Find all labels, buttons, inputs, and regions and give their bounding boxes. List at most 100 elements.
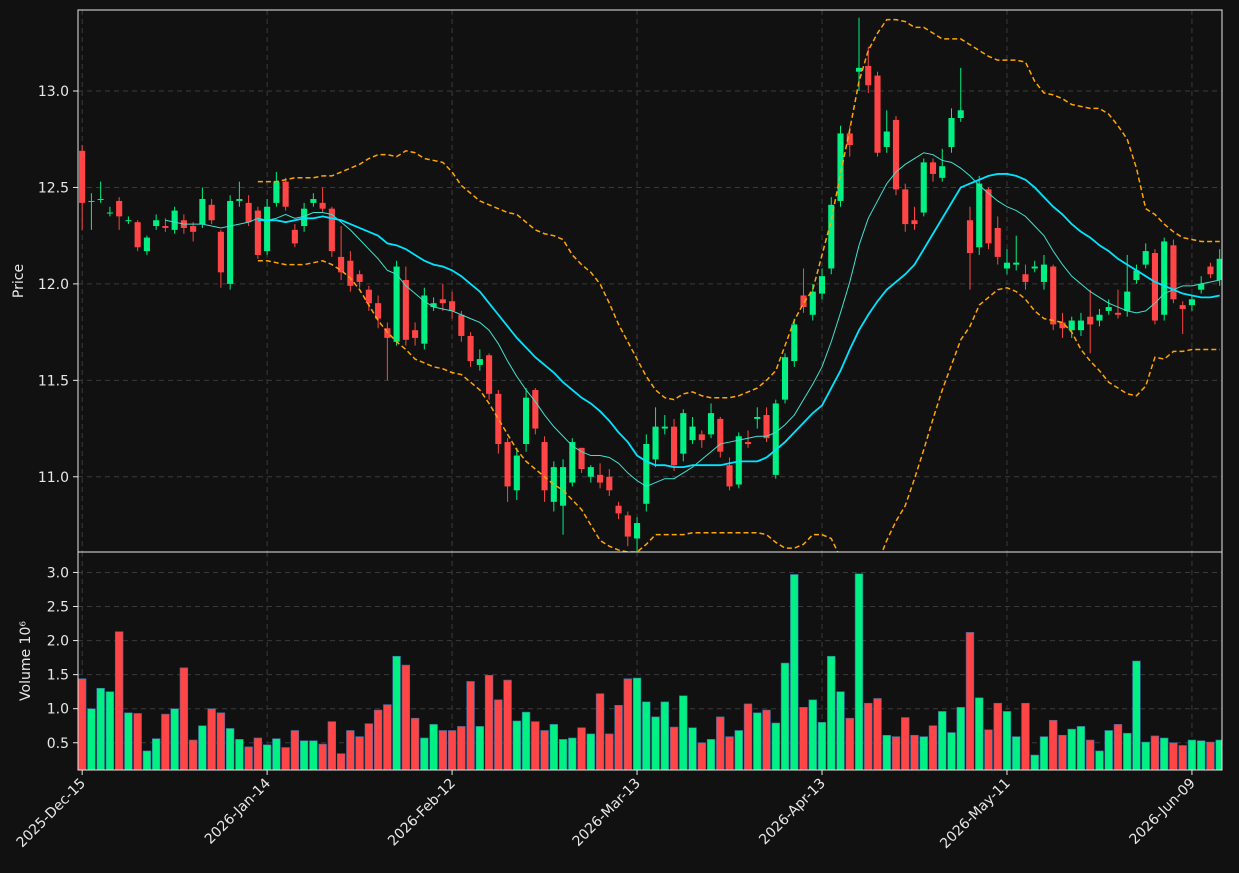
candle-body (689, 426, 696, 441)
candle-body (1161, 241, 1168, 315)
candle-body (643, 443, 650, 504)
candle-body (301, 208, 308, 227)
candle-body (310, 199, 317, 203)
candle-body (1170, 245, 1177, 300)
candle-body (217, 231, 224, 273)
volume-bar (1104, 730, 1113, 770)
volume-bar (882, 734, 891, 770)
volume-bar (1076, 726, 1086, 770)
volume-bar (558, 739, 568, 770)
volume-bar (225, 728, 235, 770)
candle-body (772, 403, 779, 475)
candle-body (495, 393, 502, 444)
candle-body (1031, 266, 1038, 269)
volume-bar (817, 722, 827, 770)
candle-body (569, 442, 576, 483)
volume-bar (836, 691, 845, 770)
volume-bar (845, 717, 854, 770)
candle-body (532, 389, 539, 429)
candle-body (338, 256, 345, 273)
candle-body (837, 133, 844, 201)
volume-bar (1178, 745, 1187, 770)
volume-bar (614, 704, 623, 770)
volume-bar (512, 720, 522, 770)
candle-body (458, 314, 465, 336)
candle-body (578, 447, 585, 470)
volume-bar (438, 730, 448, 770)
candle-body (375, 303, 382, 319)
candle-body (1087, 316, 1094, 325)
volume-bar (355, 736, 364, 770)
volume-bar (697, 742, 706, 770)
candle-body (809, 291, 816, 315)
candle-body (1022, 274, 1029, 282)
volume-bar (364, 723, 374, 770)
candle-body (1179, 305, 1186, 309)
volume-bar (780, 662, 790, 770)
candle-body (245, 202, 252, 223)
candle-body (744, 442, 752, 444)
candle-body (190, 226, 197, 232)
candle-body (948, 118, 955, 147)
volume-bar (956, 707, 965, 770)
volume-bar (383, 704, 392, 770)
volume-bar (392, 655, 401, 770)
volume-bar (253, 737, 263, 770)
y-tick-label: 2.5 (47, 600, 69, 616)
candle-body (504, 442, 511, 487)
volume-bar (993, 702, 1002, 770)
candle-body (846, 133, 853, 146)
volume-bar (1095, 750, 1104, 770)
candle-body (171, 210, 178, 230)
volume-bar (1132, 660, 1141, 770)
candle-body (670, 426, 678, 466)
volume-bar (854, 573, 864, 770)
candle-body (264, 206, 271, 252)
candle-body (143, 237, 150, 252)
volume-bar (725, 736, 734, 770)
candle-body (319, 202, 326, 209)
candle-body (865, 65, 872, 86)
candle-body (652, 426, 659, 460)
volume-bar (1160, 737, 1169, 770)
candle-body (1114, 312, 1122, 315)
volume-bar (827, 655, 836, 770)
volume-bar (1012, 736, 1021, 770)
candle-body (1124, 291, 1131, 311)
candle-body (162, 226, 169, 228)
candle-body (966, 220, 974, 254)
volume-bar (1141, 741, 1150, 770)
volume-bar (605, 733, 614, 770)
volume-bar (401, 664, 411, 770)
volume-bar (1123, 732, 1132, 770)
candle-body (134, 222, 141, 248)
volume-bar (928, 725, 938, 770)
candle-body (976, 183, 983, 248)
volume-bar (457, 726, 466, 770)
volume-bar (901, 717, 910, 770)
candle-body (763, 415, 770, 439)
volume-bar (947, 732, 956, 770)
candle-body (365, 289, 372, 304)
candle-body (236, 199, 243, 201)
candle-body (994, 227, 1001, 257)
volume-bar (188, 739, 198, 770)
volume-bar (669, 726, 679, 770)
volume-bar (475, 726, 485, 770)
candle-body (328, 208, 335, 252)
candle-body (1151, 253, 1159, 321)
volume-bar (429, 724, 438, 770)
panel-frame (77, 551, 1223, 771)
volume-bar (420, 737, 429, 770)
candle-body (125, 220, 132, 222)
candle-body (892, 119, 900, 190)
volume-bar (1067, 728, 1076, 770)
volume-bar (688, 727, 697, 770)
volume-bar (540, 730, 549, 770)
y-tick-label: 12.0 (38, 277, 69, 293)
volume-bar (290, 730, 300, 770)
y-tick-label: 11.5 (38, 373, 69, 389)
volume-bar (207, 708, 216, 770)
volume-bar (919, 736, 928, 770)
candle-body (273, 181, 280, 203)
